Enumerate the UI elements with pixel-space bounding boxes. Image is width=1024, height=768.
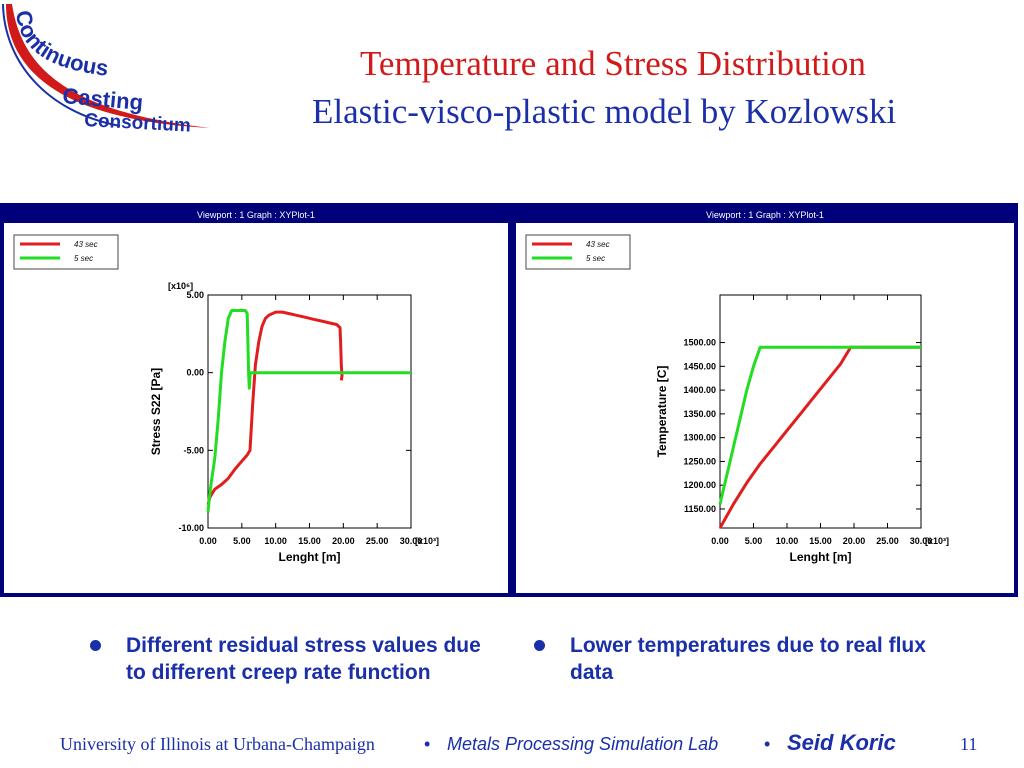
slide-title: Temperature and Stress Distribution: [360, 44, 866, 83]
page-number: 11: [960, 734, 978, 754]
x-axis-label: Lenght [m]: [279, 550, 341, 564]
consortium-logo: Continuous Casting Consortium: [2, 3, 210, 135]
footer-separator: •: [764, 734, 771, 754]
x-axis-label: Lenght [m]: [790, 550, 852, 564]
y-tick-label: 1150.00: [684, 504, 716, 514]
slide-subtitle: Elastic-visco-plastic model by Kozlowski: [312, 92, 897, 131]
footer-author: Seid Koric: [787, 730, 896, 755]
y-multiplier: [x10⁶]: [168, 281, 193, 291]
x-multiplier: [x10³]: [925, 536, 949, 546]
x-tick-label: 20.00: [332, 536, 355, 546]
legend-box: [525, 234, 631, 270]
stress-chart: 43 sec 5 sec 0.00 5.00 10.00 15.00 20.00 25.00 3…: [13, 234, 439, 564]
legend-label: 43 sec: [586, 240, 610, 249]
y-tick-label: 1350.00: [683, 409, 716, 419]
temperature-chart: 43 sec 5 sec 0.00 5.00 10.00 15.00 20.00 25.00 3…: [525, 234, 949, 564]
y-tick-label: 1500.00: [683, 338, 716, 348]
x-tick-label: 15.00: [809, 536, 832, 546]
x-tick-label: 25.00: [876, 536, 899, 546]
plot-frame: [207, 294, 412, 529]
bullet-dot: [90, 640, 101, 651]
bullet-text: Different residual stress values due to …: [126, 634, 481, 684]
series-line: [206, 309, 411, 513]
x-tick-label: 0.00: [711, 536, 729, 546]
y-tick-label: 1450.00: [683, 361, 716, 371]
legend-label: 5 sec: [74, 254, 93, 263]
y-tick-label: 1400.00: [683, 385, 716, 395]
x-tick-label: 10.00: [264, 536, 287, 546]
bullet-dot: [534, 640, 545, 651]
y-axis-label: Stress S22 [Pa]: [149, 368, 163, 455]
temperature-viewport: Viewport : 1 Graph : XYPlot-1 43 sec 5 se…: [512, 203, 1018, 597]
plot-frame: [719, 294, 922, 529]
x-tick-label: 5.00: [745, 536, 763, 546]
legend-box: [13, 234, 119, 270]
y-tick-label: 1250.00: [683, 456, 716, 466]
legend-label: 5 sec: [586, 254, 605, 263]
logo-swoosh-blue: [2, 3, 121, 127]
x-tick-label: 15.00: [298, 536, 321, 546]
y-tick-label: -5.00: [183, 445, 204, 455]
footer-lab: Metals Processing Simulation Lab: [447, 734, 719, 754]
x-multiplier: [x10³]: [415, 536, 439, 546]
bullet-text: Lower temperatures due to real flux data: [570, 634, 926, 684]
x-tick-label: 0.00: [199, 536, 217, 546]
viewport-header: Viewport : 1 Graph : XYPlot-1: [516, 207, 1014, 223]
y-tick-label: 0.00: [186, 368, 204, 378]
stress-viewport: Viewport : 1 Graph : XYPlot-1 43 sec 5 se…: [0, 203, 512, 597]
x-tick-label: 25.00: [366, 536, 389, 546]
x-tick-label: 5.00: [233, 536, 251, 546]
x-tick-label: 30.00: [400, 536, 423, 546]
footer-separator: •: [424, 734, 431, 754]
y-tick-label: 1300.00: [683, 433, 716, 443]
x-tick-label: 10.00: [776, 536, 799, 546]
footer-university: University of Illinois at Urbana-Champai…: [60, 734, 375, 754]
y-axis-label: Temperature [C]: [655, 366, 669, 458]
x-tick-label: 30.00: [910, 536, 933, 546]
y-tick-label: -10.00: [178, 523, 204, 533]
logo-word-consortium: Consortium: [84, 110, 192, 135]
viewport-header: Viewport : 1 Graph : XYPlot-1: [4, 207, 508, 223]
y-tick-label: 1200.00: [683, 480, 716, 490]
legend-label: 43 sec: [74, 240, 98, 249]
y-tick-label: 5.00: [186, 290, 204, 300]
series-line: [718, 345, 921, 505]
series-line: [206, 310, 344, 506]
x-tick-label: 20.00: [843, 536, 866, 546]
